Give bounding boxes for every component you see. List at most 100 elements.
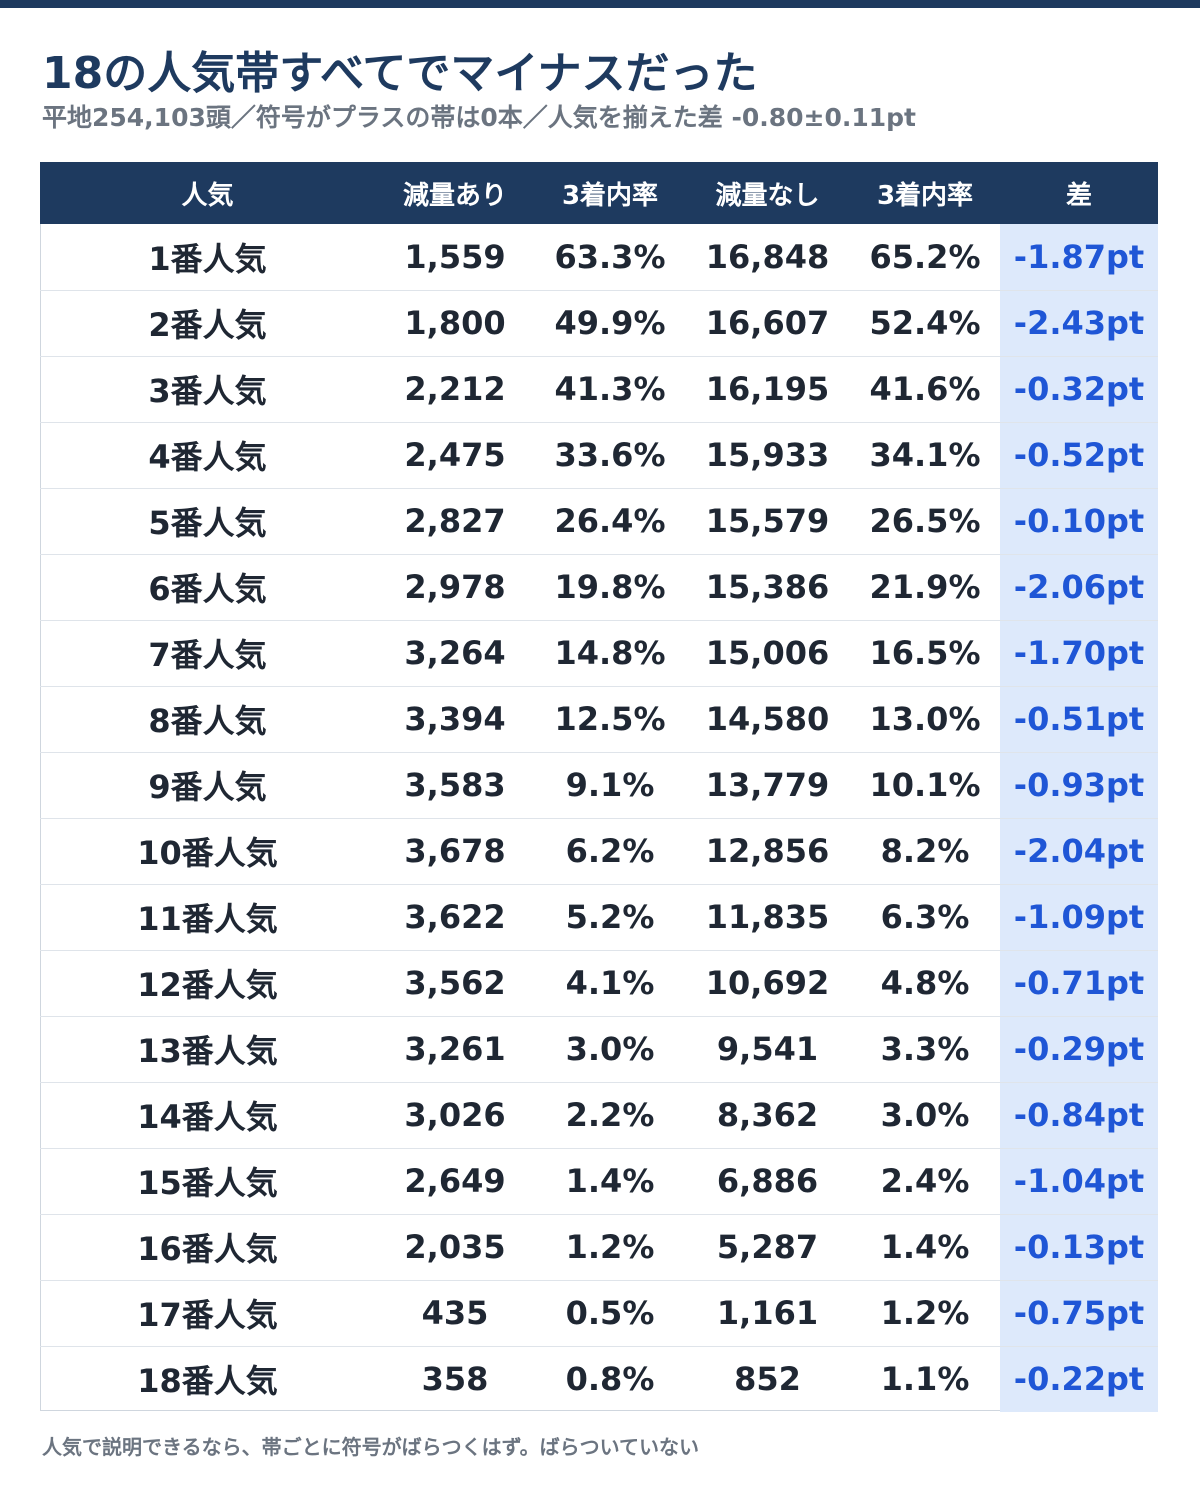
cell-reduced-count: 3,562 <box>375 950 535 1017</box>
cell-reduced-count: 2,475 <box>375 422 535 489</box>
table-row: 18番人気 358 0.8% 852 1.1% -0.22pt <box>40 1346 1158 1412</box>
cell-reduced-count: 3,261 <box>375 1016 535 1083</box>
column-header-diff: 差 <box>1000 162 1158 224</box>
cell-normal-count: 8,362 <box>685 1082 850 1149</box>
cell-normal-top3-rate: 2.4% <box>850 1148 1000 1215</box>
cell-diff: -0.13pt <box>1000 1214 1158 1281</box>
cell-diff: -0.32pt <box>1000 356 1158 423</box>
cell-normal-count: 16,848 <box>685 224 850 291</box>
cell-popularity: 1番人気 <box>40 224 375 291</box>
cell-normal-top3-rate: 3.3% <box>850 1016 1000 1083</box>
cell-normal-top3-rate: 16.5% <box>850 620 1000 687</box>
cell-reduced-count: 3,026 <box>375 1082 535 1149</box>
cell-popularity: 11番人気 <box>40 884 375 951</box>
cell-normal-count: 15,006 <box>685 620 850 687</box>
cell-reduced-top3-rate: 33.6% <box>535 422 685 489</box>
cell-reduced-top3-rate: 19.8% <box>535 554 685 621</box>
cell-normal-count: 852 <box>734 1360 801 1399</box>
cell-reduced-count: 3,678 <box>375 818 535 885</box>
cell-popularity: 17番人気 <box>40 1280 375 1347</box>
cell-reduced-top3-rate: 9.1% <box>535 752 685 819</box>
cell-normal-count: 15,933 <box>685 422 850 489</box>
cell-popularity: 6番人気 <box>40 554 375 621</box>
cell-diff: -1.09pt <box>1000 884 1158 951</box>
table-row: 11番人気 3,622 5.2% 11,835 6.3% -1.09pt <box>40 884 1158 951</box>
cell-reduced-count: 3,264 <box>375 620 535 687</box>
cell-normal-count: 5,287 <box>685 1214 850 1281</box>
cell-reduced-top3-rate: 0.8% <box>565 1360 655 1399</box>
cell-reduced-top3-rate: 14.8% <box>535 620 685 687</box>
cell-reduced-count: 3,622 <box>375 884 535 951</box>
table-row: 12番人気 3,562 4.1% 10,692 4.8% -0.71pt <box>40 950 1158 1017</box>
cell-popularity: 2番人気 <box>40 290 375 357</box>
cell-diff: -1.70pt <box>1000 620 1158 687</box>
table-row: 16番人気 2,035 1.2% 5,287 1.4% -0.13pt <box>40 1214 1158 1281</box>
cell-normal-top3-rate: 1.4% <box>850 1214 1000 1281</box>
cell-popularity: 8番人気 <box>40 686 375 753</box>
cell-normal-count: 13,779 <box>685 752 850 819</box>
table-row: 15番人気 2,649 1.4% 6,886 2.4% -1.04pt <box>40 1148 1158 1215</box>
cell-diff: -0.75pt <box>1000 1280 1158 1347</box>
cell-normal-count: 6,886 <box>685 1148 850 1215</box>
cell-normal-top3-rate: 41.6% <box>850 356 1000 423</box>
cell-normal-top3-rate: 26.5% <box>850 488 1000 555</box>
cell-diff: -0.84pt <box>1000 1082 1158 1149</box>
column-header-normal-count: 減量なし <box>685 162 850 224</box>
table-row: 13番人気 3,261 3.0% 9,541 3.3% -0.29pt <box>40 1016 1158 1083</box>
cell-normal-count: 10,692 <box>685 950 850 1017</box>
cell-popularity: 14番人気 <box>40 1082 375 1149</box>
cell-normal-top3-rate: 10.1% <box>850 752 1000 819</box>
cell-normal-top3-rate: 34.1% <box>850 422 1000 489</box>
cell-normal-top3-rate: 65.2% <box>850 224 1000 291</box>
table-row: 5番人気 2,827 26.4% 15,579 26.5% -0.10pt <box>40 488 1158 555</box>
cell-normal-top3-rate: 1.1% <box>880 1360 970 1399</box>
cell-diff: -0.29pt <box>1000 1016 1158 1083</box>
cell-normal-count: 14,580 <box>685 686 850 753</box>
cell-normal-top3-rate: 13.0% <box>850 686 1000 753</box>
table-row: 10番人気 3,678 6.2% 12,856 8.2% -2.04pt <box>40 818 1158 885</box>
cell-popularity: 10番人気 <box>40 818 375 885</box>
cell-diff: -0.52pt <box>1000 422 1158 489</box>
page-subtitle: 平地254,103頭／符号がプラスの帯は0本／人気を揃えた差 -0.80±0.1… <box>42 103 917 132</box>
cell-reduced-count: 2,649 <box>375 1148 535 1215</box>
footnote: 人気で説明できるなら、帯ごとに符号がばらつくはず。ばらついていない <box>42 1435 699 1459</box>
cell-reduced-top3-rate: 1.2% <box>535 1214 685 1281</box>
table-row: 8番人気 3,394 12.5% 14,580 13.0% -0.51pt <box>40 686 1158 753</box>
cell-reduced-top3-rate: 49.9% <box>535 290 685 357</box>
cell-reduced-count: 2,212 <box>375 356 535 423</box>
cell-reduced-count: 2,978 <box>375 554 535 621</box>
cell-diff: -0.10pt <box>1000 488 1158 555</box>
table-row: 3番人気 2,212 41.3% 16,195 41.6% -0.32pt <box>40 356 1158 423</box>
cell-reduced-top3-rate: 2.2% <box>535 1082 685 1149</box>
cell-normal-count: 16,607 <box>685 290 850 357</box>
cell-normal-count: 12,856 <box>685 818 850 885</box>
cell-normal-top3-rate: 6.3% <box>850 884 1000 951</box>
cell-reduced-top3-rate: 0.5% <box>535 1280 685 1347</box>
cell-diff: -2.06pt <box>1000 554 1158 621</box>
table-row: 7番人気 3,264 14.8% 15,006 16.5% -1.70pt <box>40 620 1158 687</box>
cell-popularity: 15番人気 <box>40 1148 375 1215</box>
column-header-popularity: 人気 <box>40 162 375 224</box>
cell-reduced-count: 3,394 <box>375 686 535 753</box>
cell-popularity: 7番人気 <box>40 620 375 687</box>
cell-normal-count: 15,386 <box>685 554 850 621</box>
cell-reduced-count: 3,583 <box>375 752 535 819</box>
column-header-reduced-count: 減量あり <box>375 162 535 224</box>
column-header-reduced-top3-rate: 3着内率 <box>535 162 685 224</box>
cell-popularity: 4番人気 <box>40 422 375 489</box>
cell-diff: -0.93pt <box>1000 752 1158 819</box>
cell-reduced-count: 1,559 <box>375 224 535 291</box>
cell-normal-top3-rate: 3.0% <box>850 1082 1000 1149</box>
cell-popularity: 3番人気 <box>40 356 375 423</box>
cell-reduced-top3-rate: 5.2% <box>535 884 685 951</box>
page-title: 18の人気帯すべてでマイナスだった <box>42 48 758 99</box>
cell-popularity: 12番人気 <box>40 950 375 1017</box>
cell-diff: -1.04pt <box>1000 1148 1158 1215</box>
top-accent-bar <box>0 0 1200 8</box>
cell-normal-count: 1,161 <box>685 1280 850 1347</box>
cell-normal-top3-rate: 1.2% <box>850 1280 1000 1347</box>
cell-reduced-top3-rate: 6.2% <box>535 818 685 885</box>
cell-reduced-count: 1,800 <box>375 290 535 357</box>
cell-diff: -2.04pt <box>1000 818 1158 885</box>
data-table: 人気 減量あり 3着内率 減量なし 3着内率差 1番人気 1,559 63.3% 16,848… <box>40 162 1158 1412</box>
